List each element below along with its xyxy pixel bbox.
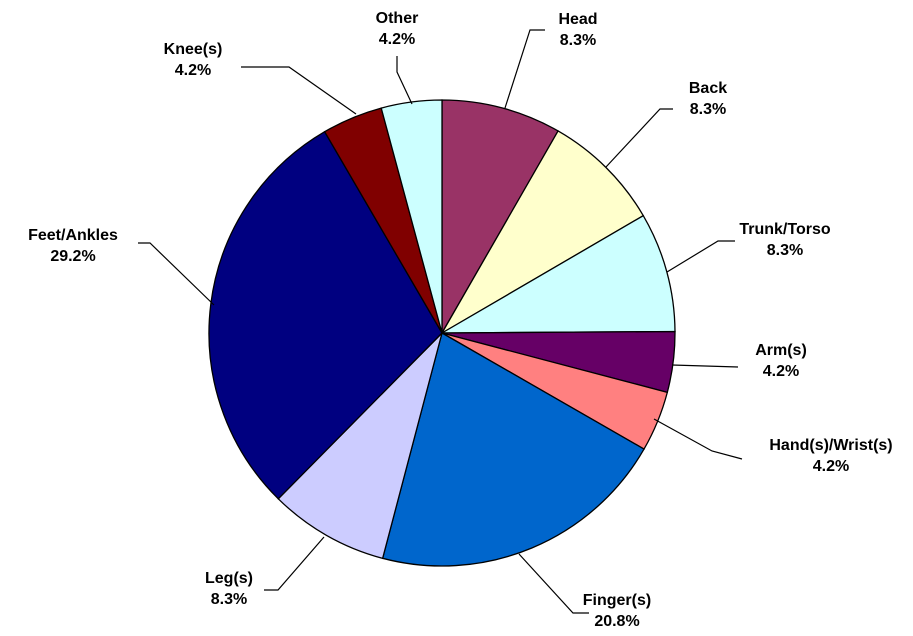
slice-label-trunk-torso: Trunk/Torso 8.3%	[739, 221, 830, 259]
leader-line-trunk-torso	[666, 240, 735, 273]
leader-line-leg-s	[264, 536, 325, 591]
slice-label-arm-s: Arm(s) 4.2%	[755, 342, 807, 380]
slice-label-feet-ankles: Feet/Ankles 29.2%	[28, 227, 118, 265]
leader-line-knee-s	[241, 66, 357, 115]
slice-label-name: Other	[376, 10, 419, 27]
slice-label-back: Back 8.3%	[689, 80, 727, 118]
slice-label-value: 4.2%	[175, 62, 211, 79]
slice-label-name: Arm(s)	[755, 342, 807, 359]
pie-slice-leg-s	[277, 330, 444, 560]
slice-label-value: 8.3%	[211, 591, 247, 608]
slice-label-value: 8.3%	[690, 101, 726, 118]
slice-label-head: Head 8.3%	[558, 11, 597, 49]
leader-line-head	[504, 29, 545, 109]
pie-slices	[208, 99, 676, 567]
slice-label-value: 4.2%	[813, 458, 849, 475]
leader-lines	[138, 29, 743, 614]
slice-label-hand-s-wrist-s: Hand(s)/Wrist(s) 4.2%	[769, 437, 892, 475]
slice-label-name: Knee(s)	[164, 41, 223, 58]
slice-label-knee-s: Knee(s) 4.2%	[164, 41, 223, 79]
slice-label-name: Head	[558, 11, 597, 28]
slice-label-value: 29.2%	[50, 248, 95, 265]
slice-label-other: Other 4.2%	[376, 10, 419, 48]
slice-label-name: Finger(s)	[583, 592, 651, 609]
slice-labels: Head 8.3% Back 8.3% Trunk/Torso 8.3% Arm(s) 4.2…	[28, 10, 893, 630]
slice-label-value: 4.2%	[379, 31, 415, 48]
pie-slice-back	[440, 130, 645, 335]
slice-label-leg-s: Leg(s) 8.3%	[205, 570, 253, 608]
slice-label-value: 4.2%	[763, 363, 799, 380]
slice-label-finger-s: Finger(s) 20.8%	[583, 592, 651, 630]
leader-line-back	[605, 108, 673, 168]
slice-label-value: 8.3%	[560, 32, 596, 49]
pie-slice-head	[441, 99, 559, 336]
leader-line-hand-s-wrist-s	[653, 418, 743, 460]
leader-line-other	[396, 56, 413, 105]
pie-slice-feet-ankles	[208, 130, 443, 500]
slice-label-value: 8.3%	[767, 242, 803, 259]
leader-line-finger-s	[518, 553, 589, 614]
slice-label-name: Feet/Ankles	[28, 227, 118, 244]
leader-line-arm-s	[671, 364, 739, 368]
slice-label-value: 20.8%	[594, 613, 639, 630]
leader-line-feet-ankles	[138, 242, 215, 306]
pie-slice-finger-s	[381, 332, 645, 567]
slice-label-name: Trunk/Torso	[739, 221, 830, 238]
slice-label-name: Hand(s)/Wrist(s)	[769, 437, 892, 454]
slice-label-name: Back	[689, 80, 727, 97]
slice-label-name: Leg(s)	[205, 570, 253, 587]
